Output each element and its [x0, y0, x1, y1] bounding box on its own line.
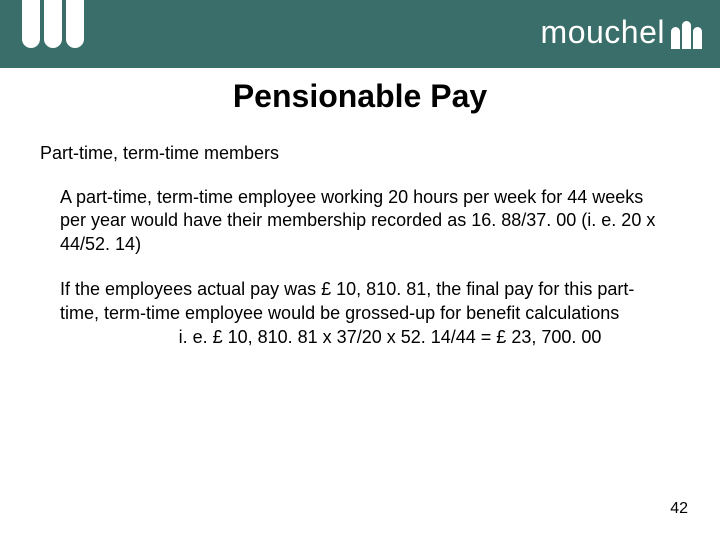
slide-title: Pensionable Pay — [0, 78, 720, 115]
brand-logo: mouchel — [541, 14, 702, 51]
logo-left-icon — [22, 0, 86, 68]
brand-mark-icon — [671, 17, 702, 49]
slide-subtitle: Part-time, term-time members — [40, 143, 720, 164]
brand-text: mouchel — [541, 14, 665, 51]
calculation-line: i. e. £ 10, 810. 81 x 37/20 x 52. 14/44 … — [60, 327, 660, 348]
page-number: 42 — [670, 500, 688, 518]
paragraph-2: If the employees actual pay was £ 10, 81… — [60, 278, 660, 325]
header-bar: mouchel — [0, 0, 720, 68]
paragraph-1: A part-time, term-time employee working … — [60, 186, 660, 256]
